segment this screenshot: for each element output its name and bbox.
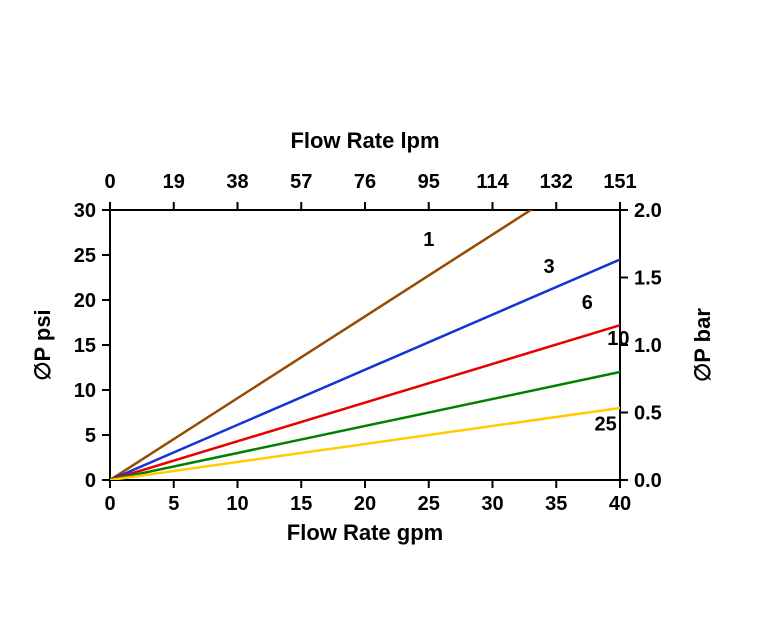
x-top-tick-label: 151 bbox=[603, 171, 636, 193]
x-bottom-tick-label: 30 bbox=[481, 493, 503, 515]
x-top-title: Flow Rate lpm bbox=[290, 128, 439, 153]
y-left-tick-label: 30 bbox=[74, 200, 96, 222]
x-top-tick-label: 38 bbox=[226, 171, 248, 193]
y-left-title: ∅P psi bbox=[30, 309, 55, 380]
x-top-tick-label: 114 bbox=[476, 171, 509, 193]
y-left-tick-label: 20 bbox=[74, 290, 96, 312]
y-left-tick-label: 15 bbox=[74, 335, 96, 357]
series-label-1: 1 bbox=[423, 229, 434, 251]
series-line-10 bbox=[110, 372, 620, 480]
x-bottom-title: Flow Rate gpm bbox=[287, 520, 443, 545]
series-label-25: 25 bbox=[595, 414, 617, 436]
x-bottom-tick-label: 35 bbox=[545, 493, 567, 515]
x-bottom-tick-label: 20 bbox=[354, 493, 376, 515]
y-left-tick-label: 10 bbox=[74, 380, 96, 402]
series-line-25 bbox=[110, 408, 620, 480]
y-right-tick-label: 1.0 bbox=[634, 335, 662, 357]
y-left-tick-label: 25 bbox=[74, 245, 96, 267]
x-bottom-tick-label: 0 bbox=[104, 493, 115, 515]
series-label-3: 3 bbox=[544, 256, 555, 278]
x-top-tick-label: 95 bbox=[418, 171, 440, 193]
y-right-tick-label: 1.5 bbox=[634, 268, 662, 290]
plot-border bbox=[110, 210, 620, 480]
x-bottom-tick-label: 5 bbox=[168, 493, 179, 515]
y-right-tick-label: 0.0 bbox=[634, 470, 662, 492]
y-right-title: ∅P bar bbox=[690, 308, 715, 382]
x-top-tick-label: 19 bbox=[163, 171, 185, 193]
x-top-tick-label: 132 bbox=[540, 171, 573, 193]
x-top-tick-label: 57 bbox=[290, 171, 312, 193]
chart-container: 0510152025303540Flow Rate gpm01938577695… bbox=[0, 0, 784, 642]
x-bottom-tick-label: 10 bbox=[226, 493, 248, 515]
series-label-10: 10 bbox=[607, 328, 629, 350]
x-top-tick-label: 0 bbox=[104, 171, 115, 193]
x-bottom-tick-label: 25 bbox=[418, 493, 440, 515]
x-top-tick-label: 76 bbox=[354, 171, 376, 193]
series-line-6 bbox=[110, 325, 620, 480]
series-lines bbox=[110, 210, 620, 480]
y-left-tick-label: 5 bbox=[85, 425, 96, 447]
series-label-6: 6 bbox=[582, 292, 593, 314]
y-right-tick-label: 2.0 bbox=[634, 200, 662, 222]
pressure-flow-chart: 0510152025303540Flow Rate gpm01938577695… bbox=[0, 0, 784, 642]
y-left-tick-label: 0 bbox=[85, 470, 96, 492]
x-bottom-tick-label: 15 bbox=[290, 493, 312, 515]
x-bottom-tick-label: 40 bbox=[609, 493, 631, 515]
y-right-tick-label: 0.5 bbox=[634, 403, 662, 425]
series-line-3 bbox=[110, 260, 620, 481]
series-line-1 bbox=[110, 210, 531, 480]
